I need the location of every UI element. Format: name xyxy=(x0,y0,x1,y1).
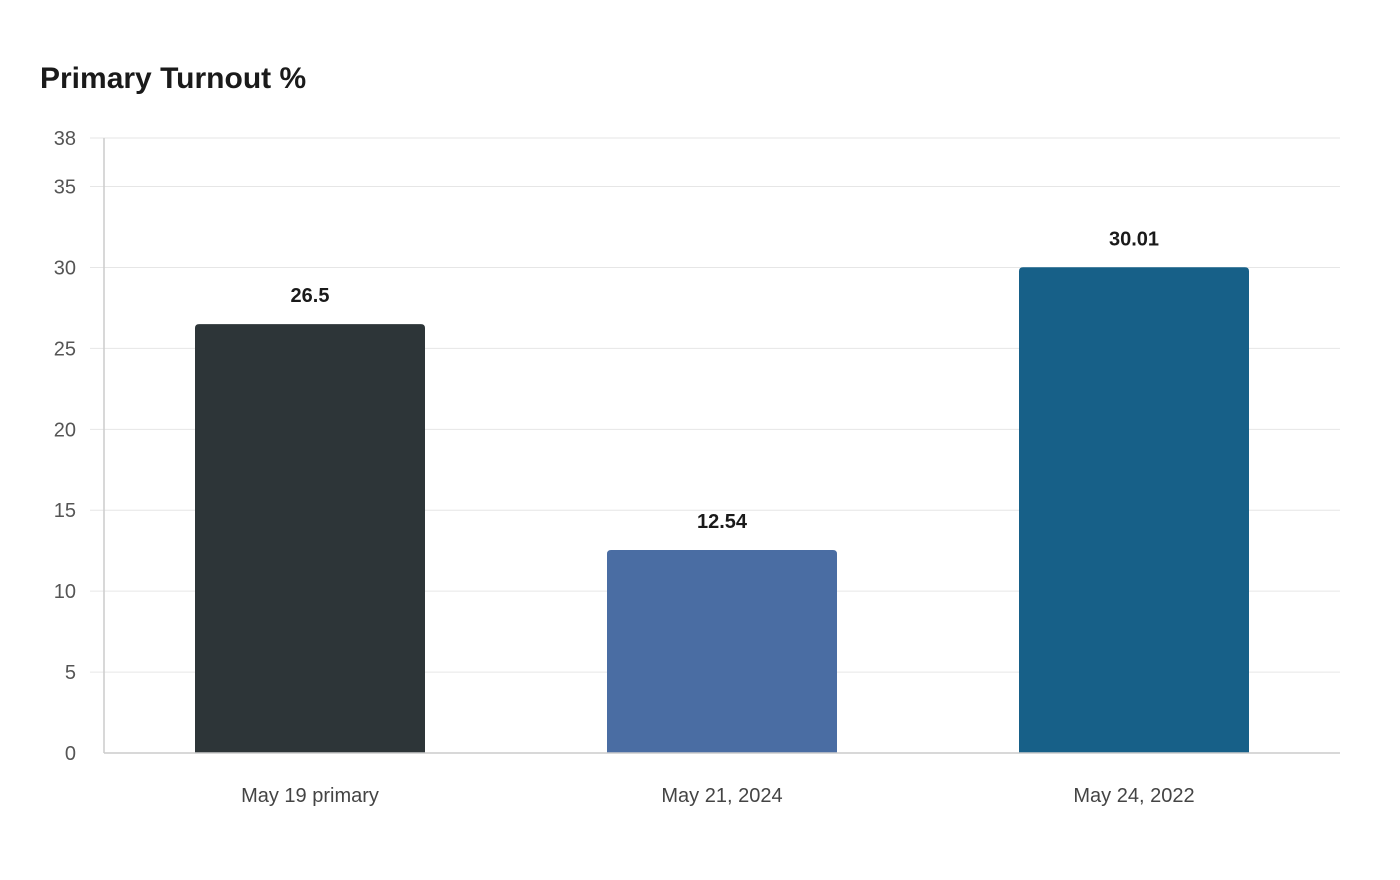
bar-value-label: 12.54 xyxy=(697,511,748,533)
y-tick-label: 30 xyxy=(54,257,76,279)
y-tick-label: 38 xyxy=(54,128,76,150)
chart-title: Primary Turnout % xyxy=(40,62,307,95)
label-layer: 26.5 May 19 primary 12.54 May 21, 2024 30.01… xyxy=(241,228,1195,807)
bar xyxy=(1019,267,1249,753)
axis-layer: 0 5 10 15 20 25 30 35 38 xyxy=(54,128,1340,765)
y-tick-label: 5 xyxy=(65,662,76,684)
x-category-label: May 24, 2022 xyxy=(1073,785,1194,807)
y-tick-label: 35 xyxy=(54,177,76,199)
y-tick-label: 15 xyxy=(54,500,76,522)
bar-value-label: 26.5 xyxy=(291,285,330,307)
y-tick-label: 10 xyxy=(54,581,76,603)
bar xyxy=(195,324,425,753)
x-category-label: May 21, 2024 xyxy=(661,785,782,807)
y-tick-label: 0 xyxy=(65,743,76,765)
bar-value-label: 30.01 xyxy=(1109,228,1159,250)
y-tick-label: 20 xyxy=(54,419,76,441)
bar-layer xyxy=(195,267,1249,753)
x-category-label: May 19 primary xyxy=(241,785,379,807)
bar xyxy=(607,550,837,753)
y-tick-label: 25 xyxy=(54,338,76,360)
